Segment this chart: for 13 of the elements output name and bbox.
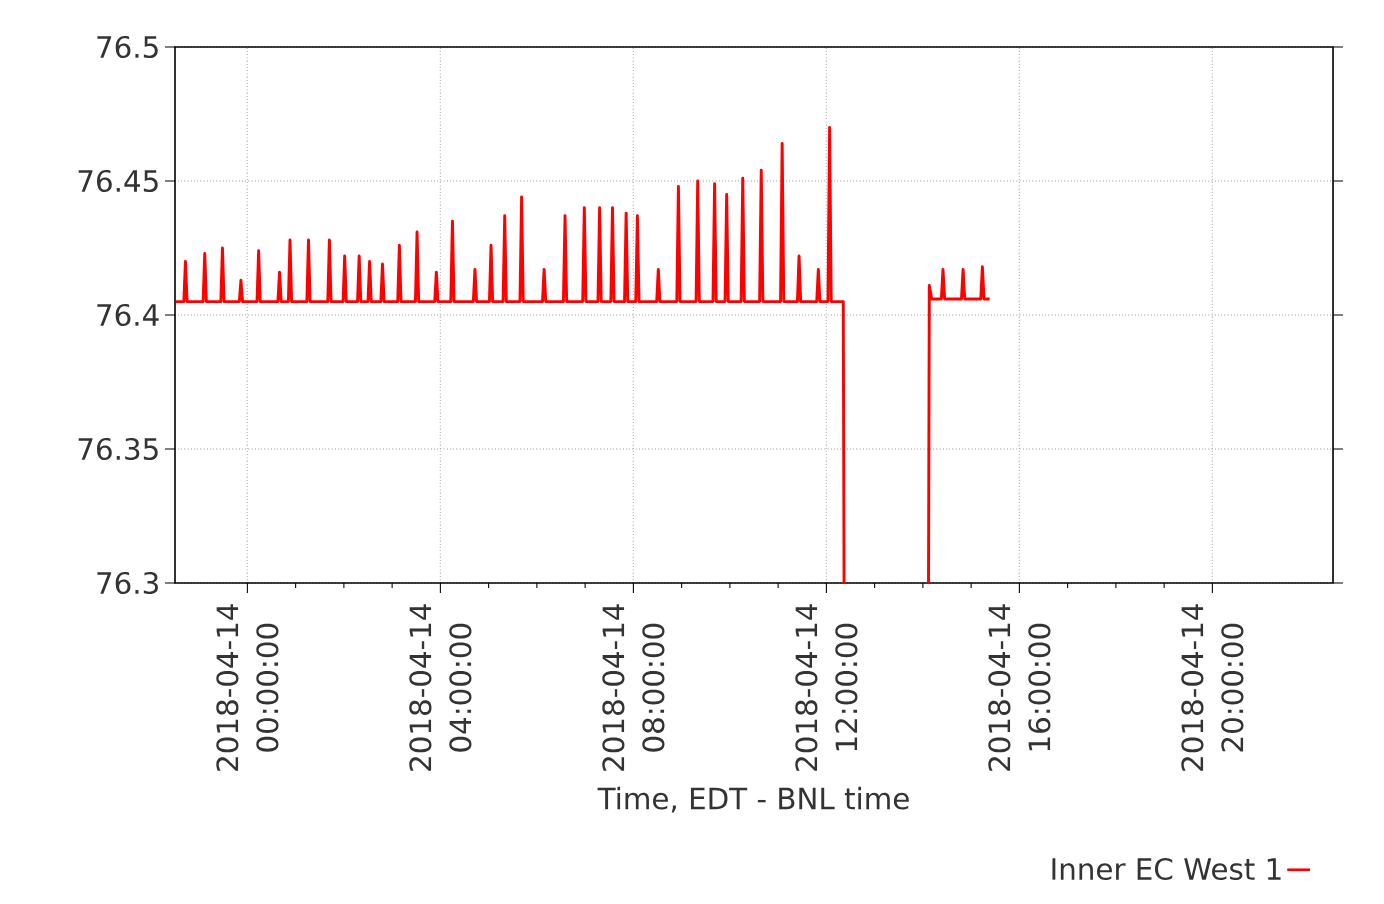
y-tick-label: 76.5 xyxy=(97,35,158,59)
y-tick-label: 76.3 xyxy=(97,571,158,595)
x-tick-label: 2018-04-14 00:00:00 xyxy=(216,604,279,771)
x-tick-label: 2018-04-14 12:00:00 xyxy=(795,604,858,771)
x-tick-label: 2018-04-14 16:00:00 xyxy=(988,604,1051,771)
legend-label: Inner EC West 1 xyxy=(1052,857,1281,881)
x-axis-title: Time, EDT - BNL time xyxy=(597,786,909,813)
y-tick-label: 76.45 xyxy=(78,169,158,193)
x-tick-label: 2018-04-14 08:00:00 xyxy=(602,604,665,771)
y-tick-label: 76.35 xyxy=(78,437,158,461)
x-tick-label: 2018-04-14 04:00:00 xyxy=(409,604,472,771)
x-tick-label: 2018-04-14 20:00:00 xyxy=(1181,604,1244,771)
y-tick-label: 76.4 xyxy=(97,303,159,327)
